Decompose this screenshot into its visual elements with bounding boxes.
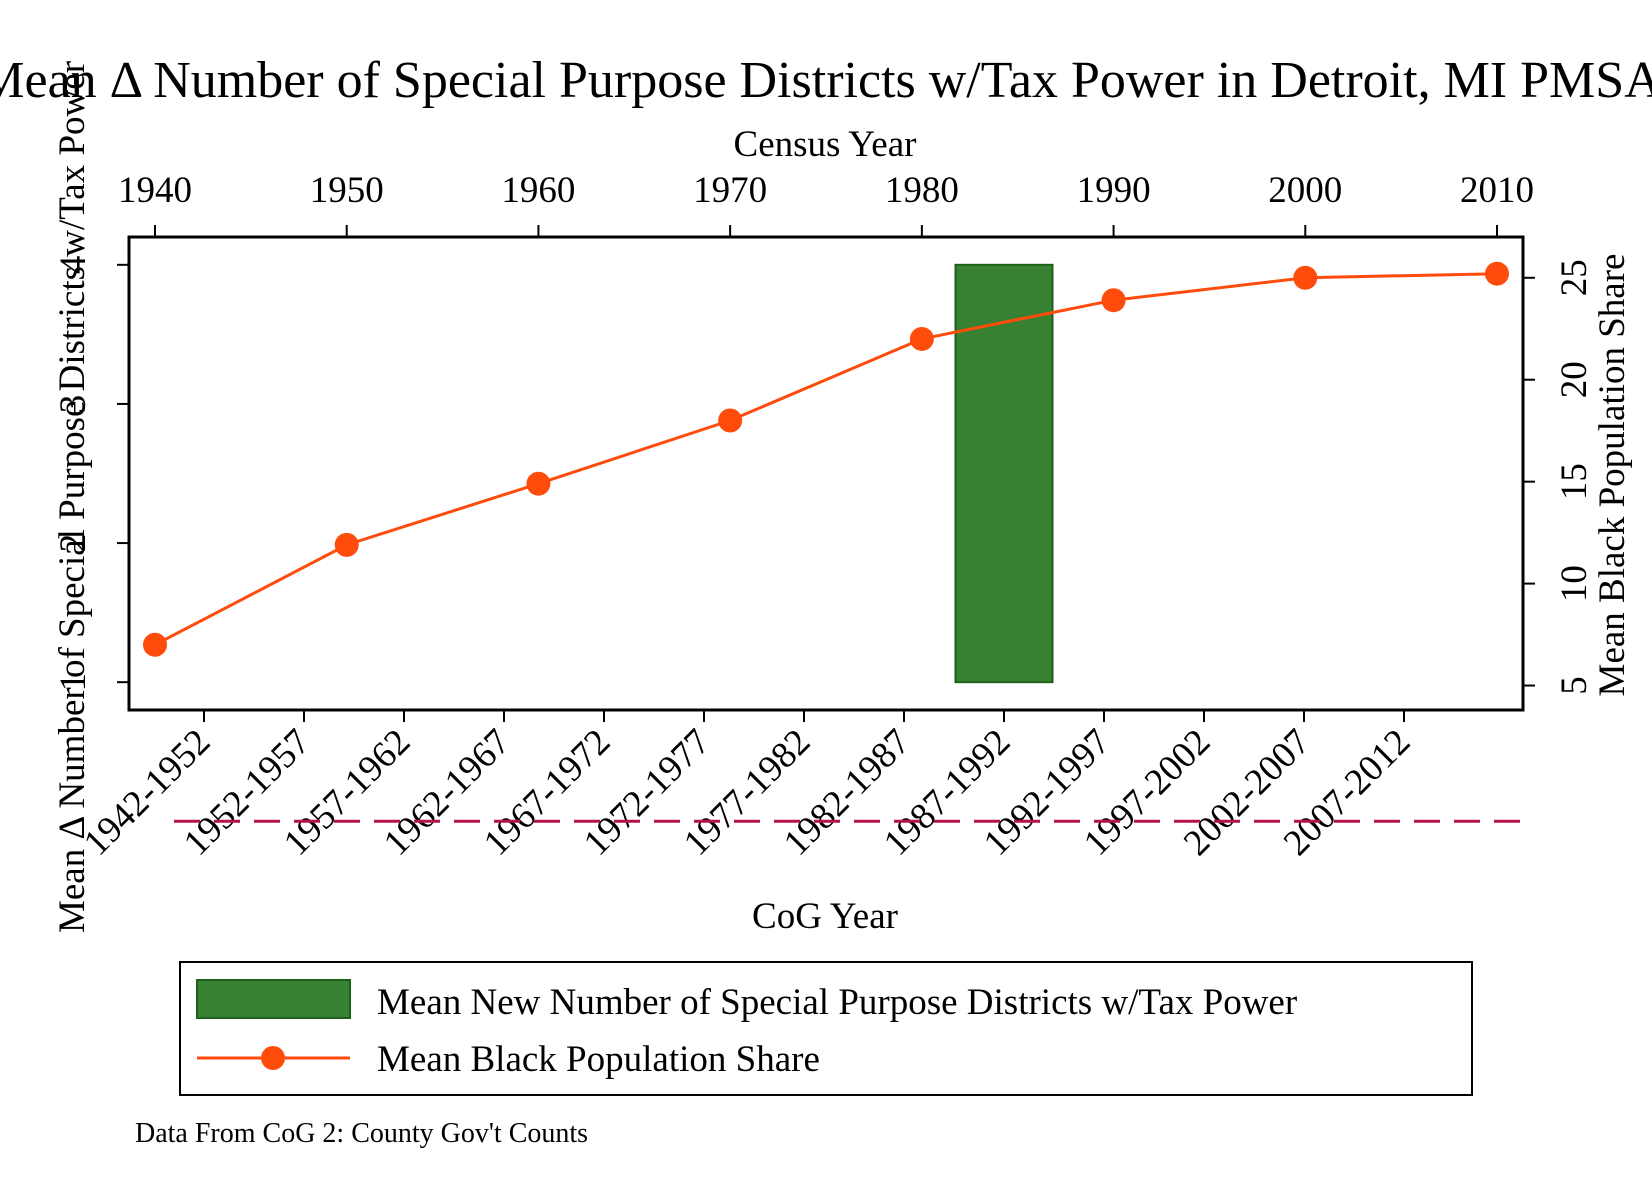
axes-layer: 1940 1950 1960 1970 1980 1990 2000 2010 1 2 3 4 5 10 1… xyxy=(53,170,1595,864)
line-point xyxy=(1485,261,1509,286)
line-point xyxy=(526,471,551,496)
top-axis-tick-label: 1990 xyxy=(1077,170,1151,211)
right-axis-label: Mean Black Population Share xyxy=(1592,254,1633,697)
right-axis-tick-label: 15 xyxy=(1554,463,1595,500)
left-axis-label: Mean Δ Number of Special Purpose Distric… xyxy=(52,61,93,933)
chart-title: Mean Δ Number of Special Purpose Distric… xyxy=(0,52,1652,109)
top-axis-tick-label: 1980 xyxy=(885,170,959,211)
left-axis-tick-label: 1 xyxy=(53,673,94,692)
line-point xyxy=(143,632,167,657)
legend-bar-label: Mean New Number of Special Purpose Distr… xyxy=(377,982,1297,1023)
source-note: Data From CoG 2: County Gov't Counts xyxy=(135,1118,588,1149)
left-axis-tick-label: 4 xyxy=(53,256,94,275)
line-point xyxy=(334,532,359,557)
legend-line-label: Mean Black Population Share xyxy=(377,1039,820,1080)
bottom-axis-label: CoG Year xyxy=(752,896,898,937)
line-point xyxy=(1293,265,1318,290)
legend: Mean New Number of Special Purpose Distr… xyxy=(179,961,1473,1096)
left-axis-tick-label: 3 xyxy=(53,395,94,414)
right-axis-tick-label: 5 xyxy=(1554,676,1595,695)
bars-layer xyxy=(954,263,1054,684)
plot-frame xyxy=(127,235,1525,712)
legend-line-marker xyxy=(261,1046,285,1070)
top-axis-label: Census Year xyxy=(734,124,917,165)
top-axis-tick-label: 1940 xyxy=(118,170,192,211)
top-axis-tick-label: 1960 xyxy=(501,170,575,211)
right-axis-tick-label: 25 xyxy=(1554,259,1595,296)
right-axis-tick-label: 20 xyxy=(1554,361,1595,398)
top-axis-tick-label: 2000 xyxy=(1268,170,1342,211)
legend-box xyxy=(179,961,1473,1096)
left-axis-tick-label: 2 xyxy=(53,534,94,553)
right-axis-tick-label: 10 xyxy=(1554,565,1595,602)
line-series xyxy=(154,272,1498,647)
line-layer xyxy=(143,261,1509,657)
top-axis-tick-label: 1970 xyxy=(693,170,767,211)
line-point xyxy=(718,408,743,433)
line-point xyxy=(1101,288,1126,313)
top-axis-tick-label: 1950 xyxy=(310,170,384,211)
line-point xyxy=(909,326,934,351)
bar-mark xyxy=(954,263,1054,684)
top-axis-tick-label: 2010 xyxy=(1460,170,1534,211)
legend-bar-swatch xyxy=(196,979,351,1019)
